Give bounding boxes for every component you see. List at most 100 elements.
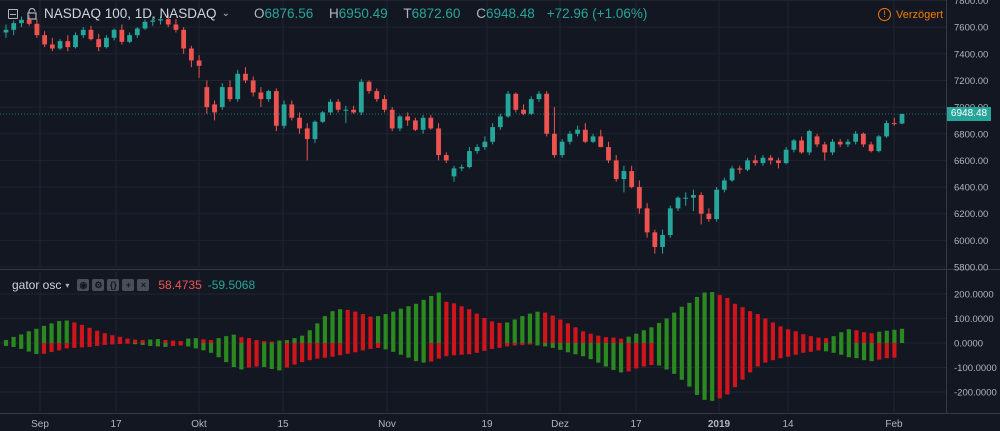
- gator-upper-bar: [11, 336, 16, 343]
- candle-body: [111, 29, 117, 38]
- gator-lower-bar: [588, 343, 593, 360]
- candle-body: [436, 128, 441, 156]
- candle-body: [428, 117, 434, 129]
- gator-lower-bar: [262, 343, 267, 368]
- gator-upper-bar: [543, 312, 548, 343]
- candle-body: [497, 116, 503, 128]
- gator-upper-bar: [224, 336, 229, 343]
- gator-upper-bar: [216, 338, 221, 343]
- candle-body: [11, 23, 17, 30]
- gator-lower-bar: [816, 343, 821, 351]
- candle-body: [683, 197, 689, 199]
- gator-upper-bar: [277, 340, 282, 343]
- indicator-name[interactable]: gator osc: [12, 278, 62, 292]
- candle-body: [127, 35, 132, 42]
- gator-lower-bar: [292, 343, 297, 365]
- gator-lower-bar: [679, 343, 684, 380]
- candle-body: [582, 129, 588, 142]
- gator-lower-bar: [178, 343, 183, 346]
- close-icon[interactable]: ×: [137, 279, 150, 291]
- gear-icon[interactable]: ⚙: [92, 279, 105, 291]
- x-tick-label: 2019: [708, 419, 731, 430]
- gator-lower-bar: [95, 343, 100, 346]
- candle-body: [49, 44, 55, 49]
- gator-upper-bar: [413, 303, 419, 343]
- candle-body: [57, 41, 63, 49]
- collapse-icon[interactable]: [8, 8, 18, 19]
- candle-body: [335, 101, 341, 110]
- candle-body: [575, 129, 580, 134]
- candle-body: [675, 197, 681, 209]
- y-tick-label: 7600.00: [954, 23, 988, 34]
- high-label: H: [329, 6, 339, 21]
- gator-upper-bar: [239, 337, 244, 343]
- gator-upper-bar: [360, 314, 365, 343]
- candle-body: [567, 133, 573, 142]
- gator-upper-bar: [163, 340, 168, 343]
- candle-body: [745, 160, 750, 170]
- add-icon[interactable]: +: [122, 279, 135, 291]
- candle-body: [636, 187, 642, 209]
- gator-lower-bar: [429, 343, 434, 362]
- gator-upper-bar: [132, 339, 138, 343]
- gator-upper-bar: [383, 314, 388, 343]
- gator-lower-bar: [148, 343, 153, 346]
- symbol-label[interactable]: NASDAQ 100, 1D, NASDAQ: [44, 6, 217, 21]
- gator-lower-bar: [755, 343, 760, 367]
- gator-upper-bar: [368, 316, 373, 343]
- candle-body: [776, 160, 781, 164]
- candle-body: [150, 20, 156, 22]
- candle-body: [660, 235, 665, 248]
- chevron-down-icon[interactable]: ▾: [65, 280, 70, 290]
- gator-lower-bar: [26, 343, 31, 352]
- gator-upper-bar: [467, 309, 472, 343]
- open-value: 6876.56: [264, 6, 314, 21]
- gator-lower-bar: [846, 343, 851, 358]
- gator-lower-bar: [345, 343, 350, 354]
- chevron-down-icon[interactable]: ⌄: [221, 8, 230, 19]
- gator-upper-bar: [338, 309, 343, 343]
- gator-lower-bar: [360, 343, 365, 351]
- candle-body: [243, 73, 248, 81]
- candle-body: [96, 39, 102, 48]
- candle-body: [88, 29, 94, 40]
- candle-body: [412, 120, 418, 130]
- gator-upper-bar: [550, 315, 555, 343]
- gator-lower-bar: [368, 343, 373, 349]
- gator-lower-bar: [330, 343, 335, 357]
- gator-lower-bar: [634, 343, 639, 369]
- gator-lower-bar: [224, 343, 229, 363]
- gator-lower-bar: [72, 343, 77, 348]
- gator-upper-bar: [3, 340, 9, 343]
- delayed-badge[interactable]: ! Verzögert: [878, 8, 943, 21]
- gator-upper-bar: [816, 337, 821, 343]
- candle-body: [667, 208, 673, 236]
- eye-icon[interactable]: ◉: [77, 279, 90, 291]
- gator-lower-bar: [580, 343, 586, 357]
- gator-upper-bar: [459, 306, 464, 343]
- gator-lower-bar: [170, 343, 176, 346]
- candle-body: [80, 29, 86, 36]
- settings-icon[interactable]: {}: [107, 279, 120, 291]
- gator-lower-bar: [436, 343, 441, 359]
- gator-upper-bar: [95, 330, 100, 343]
- gator-upper-bar: [641, 330, 646, 343]
- close-value: 6948.48: [485, 6, 535, 21]
- x-tick-label: 17: [110, 419, 122, 430]
- x-tick-label: Sep: [31, 419, 49, 430]
- gator-lower-bar: [246, 343, 252, 368]
- candle-body: [845, 141, 851, 145]
- gator-lower-bar: [497, 343, 502, 348]
- y-tick-label: -200.0000: [954, 388, 997, 399]
- candle-body: [698, 195, 704, 214]
- gator-upper-bar: [884, 330, 889, 343]
- lock-icon[interactable]: [26, 7, 38, 20]
- candle-body: [799, 140, 804, 153]
- gator-lower-bar: [801, 343, 806, 353]
- gator-lower-bar: [41, 343, 47, 354]
- low-label: T: [403, 6, 412, 21]
- candle-body: [783, 149, 789, 164]
- candle-body: [134, 28, 140, 36]
